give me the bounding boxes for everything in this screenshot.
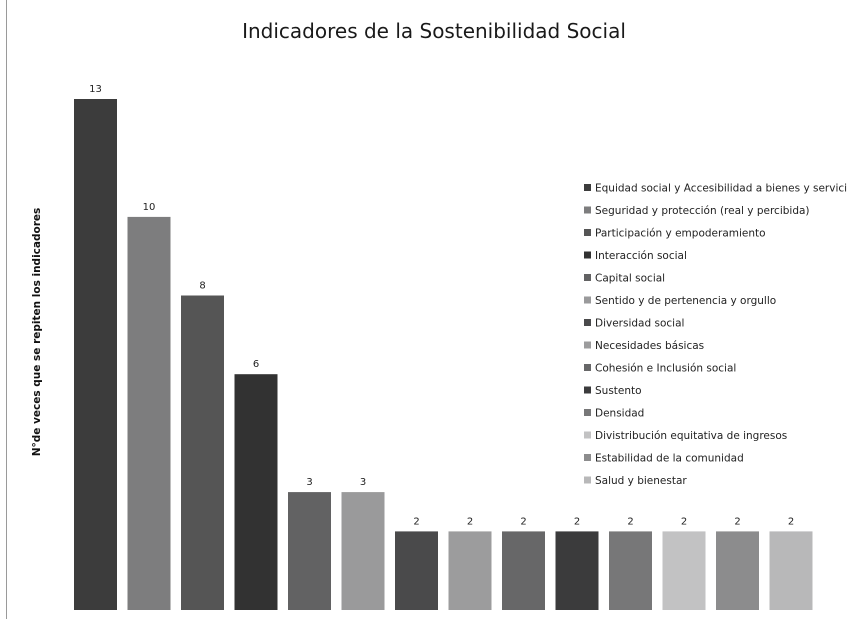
legend-item-8: Necesidades básicas [595,340,704,352]
data-label-14: 2 [788,516,794,527]
legend-item-7: Diversidad social [595,318,684,330]
bar-1 [74,99,117,610]
legend-swatch-9 [584,364,591,371]
legend-item-2: Seguridad y protección (real y percibida… [595,205,810,217]
bar-9 [502,531,545,610]
data-label-13: 2 [734,516,740,527]
bar-2 [127,216,171,610]
legend-item-6: Sentido y de pertenencia y orgullo [595,295,776,307]
chart-title: Indicadores de la Sostenibilidad Social [242,19,626,43]
legend-swatch-10 [584,386,591,394]
legend-item-5: Capital social [595,273,665,285]
legend-item-4: Interacción social [595,250,687,262]
legend-swatch-5 [584,274,591,281]
bars-group [74,99,813,610]
bar-13 [716,531,759,610]
legend-item-10: Sustento [595,385,642,397]
legend-swatch-14 [584,476,591,484]
legend-swatch-4 [584,251,591,259]
legend-item-1: Equidad social y Accesibilidad a bienes … [595,183,847,195]
legend-item-12: Divistribución equitativa de ingresos [595,430,787,442]
data-label-2: 10 [143,202,156,213]
data-label-8: 2 [467,516,473,527]
data-label-4: 6 [253,359,259,370]
data-label-11: 2 [627,516,633,527]
bar-8 [448,531,492,610]
bar-12 [662,531,706,610]
data-label-3: 8 [199,281,205,292]
bar-6 [341,492,385,610]
legend-item-9: Cohesión e Inclusión social [595,363,736,375]
data-labels-group: 13 10 8 6 3 3 2 2 2 2 2 2 2 2 [89,84,794,527]
data-label-10: 2 [574,516,580,527]
legend-swatch-3 [584,229,591,236]
legend-swatch-2 [584,206,591,214]
data-label-12: 2 [681,516,687,527]
bar-3 [181,295,224,610]
bar-10 [555,531,599,610]
y-axis-label: N°de veces que se repiten los indicadore… [31,208,43,457]
data-label-6: 3 [360,477,366,488]
bar-4 [234,374,278,610]
bar-14 [769,531,813,610]
legend-item-11: Densidad [595,408,644,420]
legend-swatch-12 [584,431,591,439]
legend-swatch-1 [584,184,591,191]
bar-5 [288,492,331,610]
legend: Equidad social y Accesibilidad a bienes … [584,183,847,487]
bar-11 [609,531,652,610]
legend-item-13: Estabilidad de la comunidad [595,453,744,465]
bar-7 [395,531,438,610]
legend-swatch-13 [584,454,591,461]
data-label-5: 3 [306,477,312,488]
legend-swatch-11 [584,409,591,416]
legend-swatch-8 [584,341,591,349]
legend-swatch-7 [584,319,591,326]
legend-swatch-6 [584,296,591,304]
legend-item-14: Salud y bienestar [595,475,687,487]
data-label-1: 13 [89,84,102,95]
legend-item-3: Participación y empoderamiento [595,228,766,240]
data-label-7: 2 [413,516,419,527]
data-label-9: 2 [520,516,526,527]
